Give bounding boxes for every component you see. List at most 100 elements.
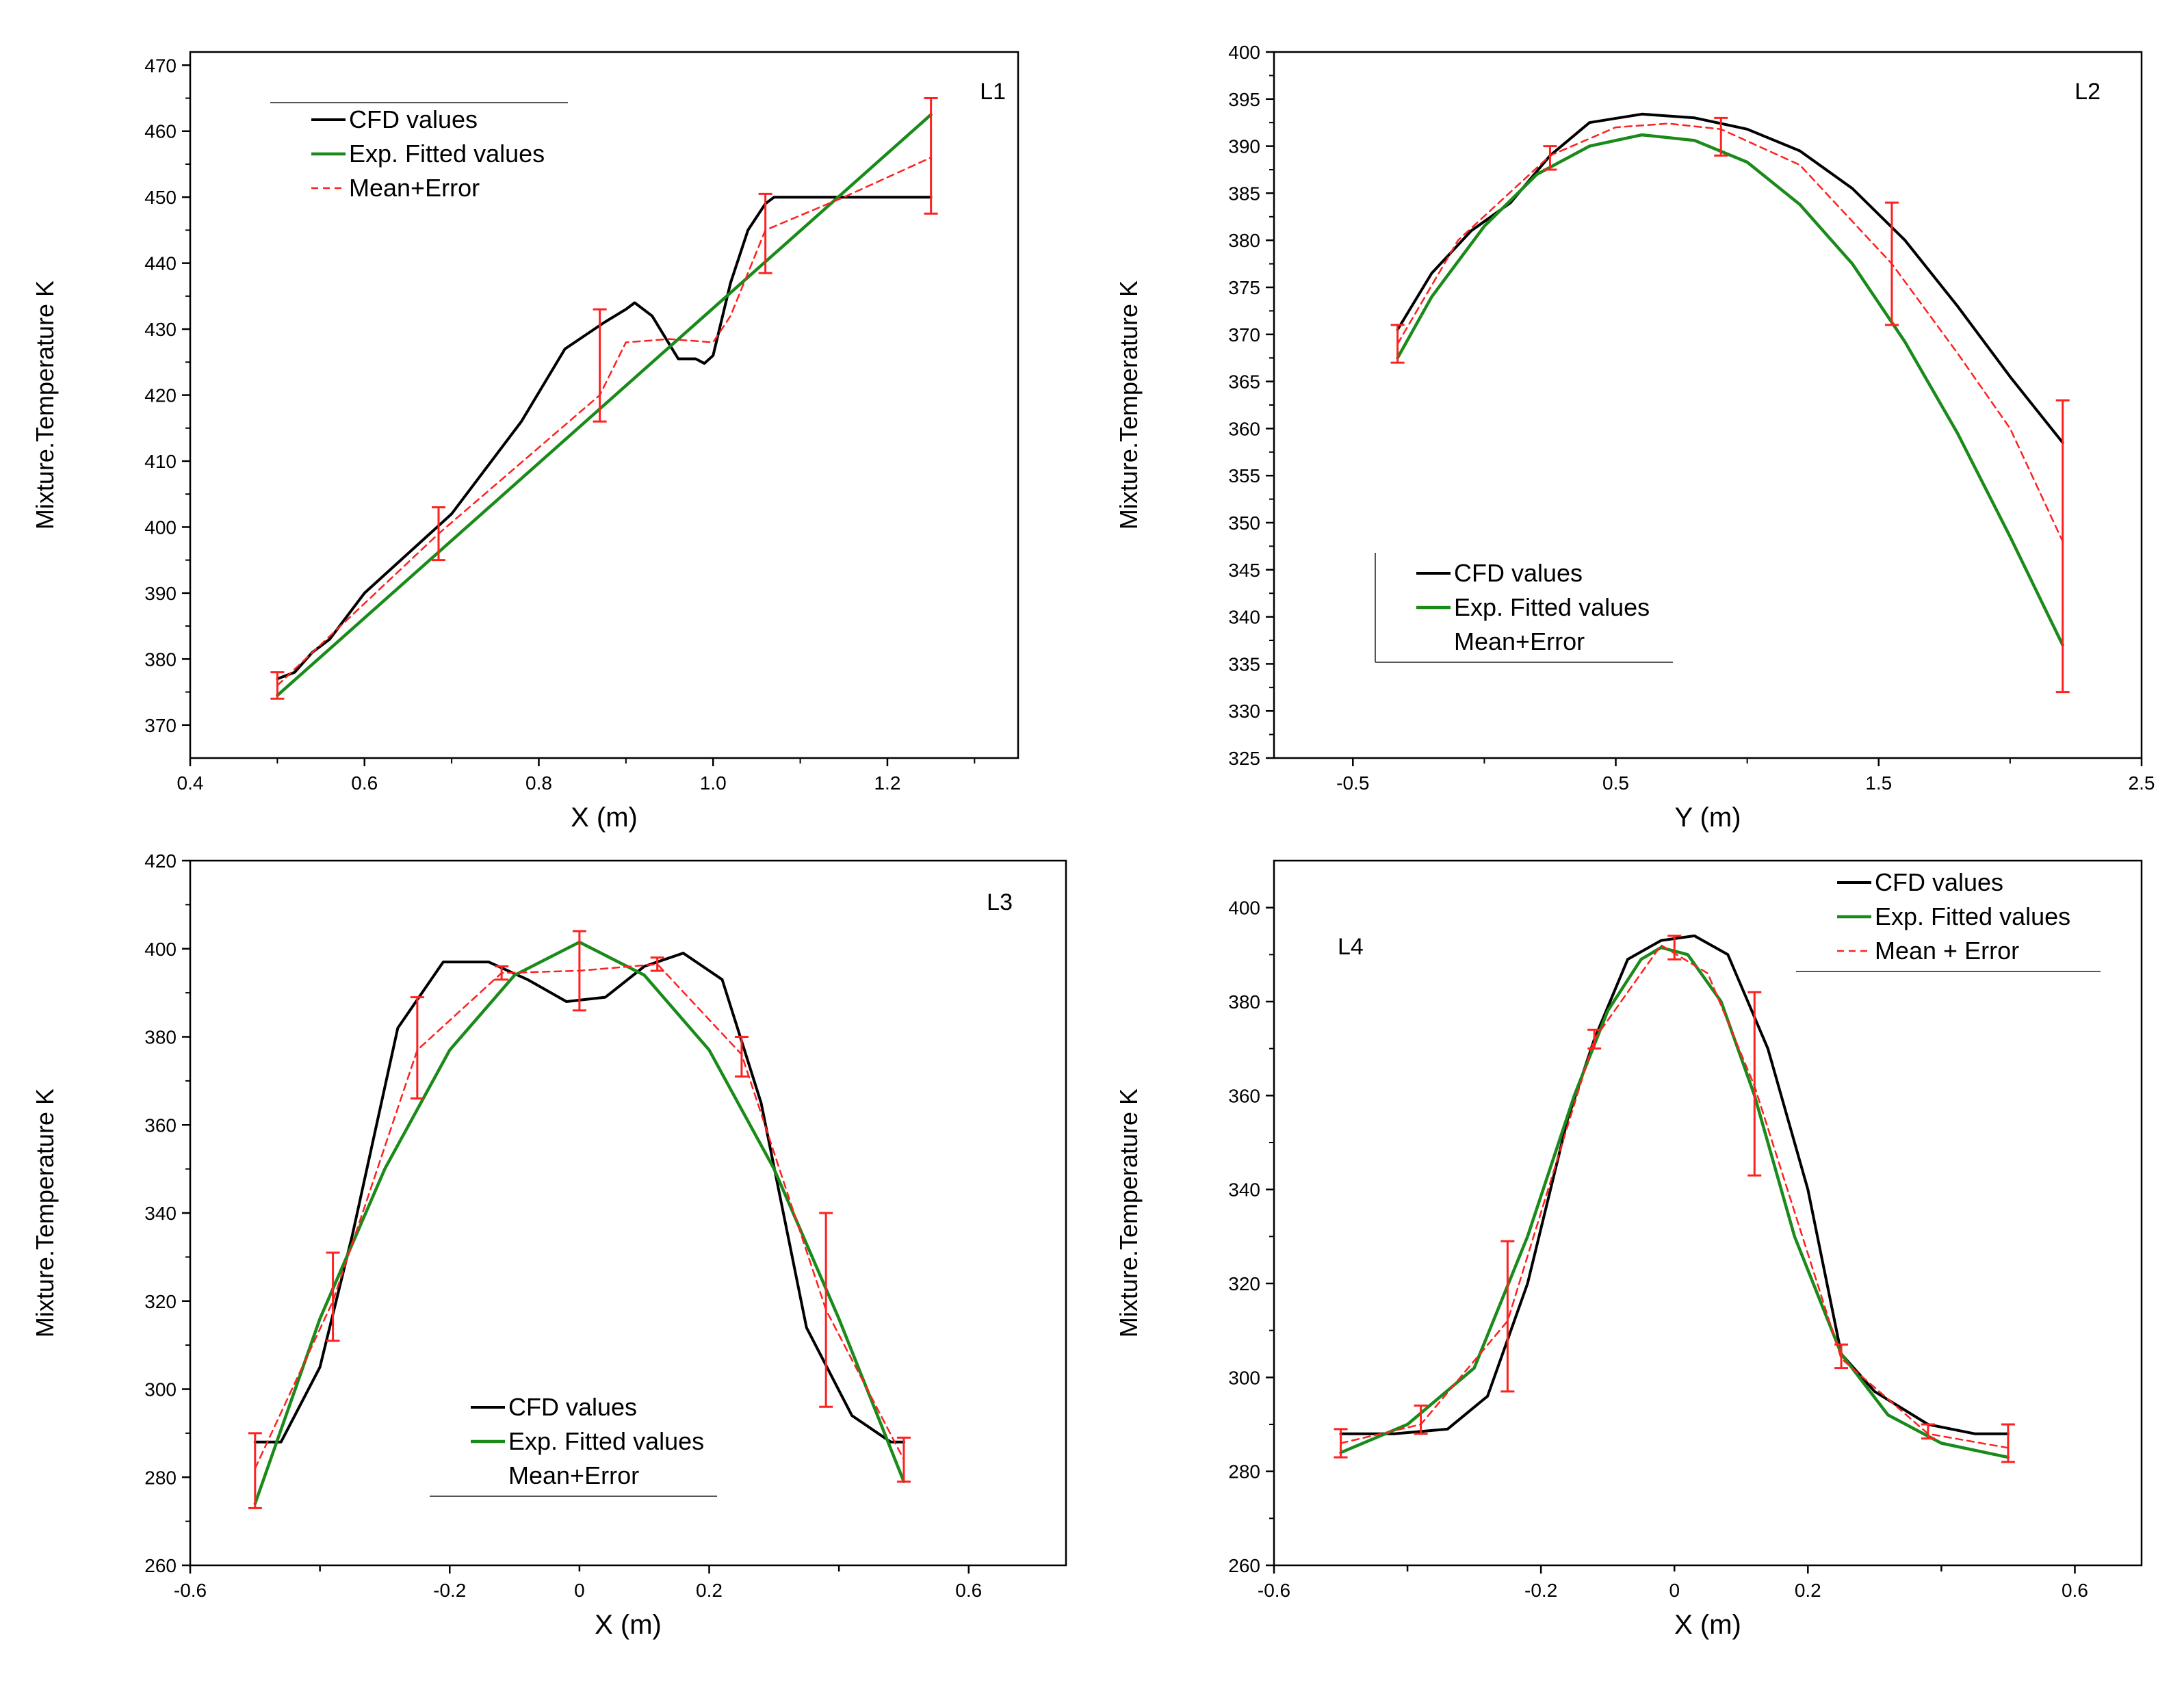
legend-label: Exp. Fitted values bbox=[1454, 593, 1650, 621]
legend-label: Mean+Error bbox=[349, 174, 480, 202]
y-tick-label: 420 bbox=[144, 850, 177, 872]
legend-item-exp: Exp. Fitted values bbox=[1837, 902, 2070, 930]
legend-item-exp: Exp. Fitted values bbox=[311, 140, 545, 168]
error-bar bbox=[593, 308, 607, 423]
legend: CFD values Exp. Fitted values Mean+Error bbox=[1375, 553, 1673, 663]
series-line-exp bbox=[1339, 945, 2010, 1459]
y-tick-label: 370 bbox=[144, 715, 177, 736]
legend-item-mean: Mean+Error bbox=[311, 174, 480, 202]
x-tick-label: 0.4 bbox=[177, 772, 204, 794]
error-bar bbox=[1390, 324, 1405, 364]
y-tick-label: 375 bbox=[1228, 277, 1260, 298]
error-bar bbox=[1834, 1343, 1849, 1370]
y-tick-label: 390 bbox=[1228, 136, 1260, 157]
legend-item-cfd: CFD values bbox=[1837, 868, 2003, 896]
error-bar bbox=[896, 1436, 911, 1483]
legend: CFD values Exp. Fitted values Mean+Error bbox=[430, 1393, 717, 1497]
y-tick-label: 355 bbox=[1228, 465, 1260, 486]
x-tick-label: 0.2 bbox=[1795, 1580, 1821, 1601]
error-bar bbox=[2001, 1423, 2015, 1463]
x-tick-label: 0.6 bbox=[2062, 1580, 2088, 1601]
panel-label: L3 bbox=[987, 889, 1013, 915]
panel-label: L4 bbox=[1338, 934, 1364, 960]
series-line-mean bbox=[1396, 122, 2064, 543]
legend-item-mean: Mean+Error bbox=[1454, 627, 1585, 655]
legend-label: Mean+Error bbox=[1454, 627, 1585, 655]
y-tick-label: 380 bbox=[144, 649, 177, 670]
legend-item-cfd: CFD values bbox=[311, 105, 478, 133]
y-axis-label: Mixture.Temperature K bbox=[1115, 280, 1143, 530]
y-tick-label: 300 bbox=[144, 1379, 177, 1400]
legend-label: Mean + Error bbox=[1875, 937, 2019, 965]
x-tick-label: 0 bbox=[1669, 1580, 1680, 1601]
y-tick-label: 300 bbox=[1228, 1367, 1260, 1388]
x-tick-label: 2.5 bbox=[2129, 772, 2155, 794]
error-bar bbox=[819, 1212, 833, 1408]
y-tick-label: 400 bbox=[1228, 898, 1260, 919]
plot-frame bbox=[189, 51, 1019, 759]
y-tick-label: 320 bbox=[144, 1291, 177, 1312]
y-tick-label: 395 bbox=[1228, 89, 1260, 110]
y-tick-label: 350 bbox=[1228, 512, 1260, 534]
error-bar bbox=[1884, 201, 1899, 326]
x-tick-label: -0.2 bbox=[1524, 1580, 1557, 1601]
y-axis-label: Mixture.Temperature K bbox=[31, 1088, 59, 1338]
series-line-cfd bbox=[1396, 112, 2064, 444]
y-tick-label: 400 bbox=[144, 517, 177, 538]
y-tick-label: 365 bbox=[1228, 371, 1260, 393]
y-tick-label: 280 bbox=[1228, 1461, 1260, 1483]
panel-label: L1 bbox=[980, 79, 1006, 105]
x-axis-label: X (m) bbox=[1674, 1610, 1741, 1640]
y-tick-label: 420 bbox=[144, 385, 177, 406]
y-tick-label: 380 bbox=[144, 1027, 177, 1048]
y-tick-label: 335 bbox=[1228, 653, 1260, 675]
x-tick-label: 0 bbox=[574, 1580, 585, 1601]
legend-label: CFD values bbox=[1875, 868, 2003, 896]
x-axis-label: Y (m) bbox=[1674, 803, 1741, 833]
x-tick-label: 1.2 bbox=[874, 772, 900, 794]
y-tick-label: 400 bbox=[144, 939, 177, 960]
legend-label: CFD values bbox=[1454, 559, 1583, 587]
x-tick-label: 1.5 bbox=[1865, 772, 1892, 794]
error-bar bbox=[1334, 1428, 1348, 1459]
y-tick-label: 340 bbox=[1228, 1179, 1260, 1201]
chart-panel-L3: 260 280 300 320 340 360 380 400 420 -0.6 -0.2 0.2 0.… bbox=[31, 850, 1067, 1640]
legend: CFD values Exp. Fitted values Mean + Error bbox=[1796, 868, 2101, 972]
x-tick-label: 0.8 bbox=[525, 772, 552, 794]
y-axis-label: Mixture.Temperature K bbox=[31, 280, 59, 530]
panel-label: L2 bbox=[2075, 79, 2101, 105]
legend-item-cfd: CFD values bbox=[1416, 559, 1583, 587]
error-bar bbox=[1543, 145, 1557, 171]
series-line-mean bbox=[1340, 944, 2010, 1449]
legend-item-exp: Exp. Fitted values bbox=[1416, 593, 1650, 621]
legend-item-mean: Mean+Error bbox=[508, 1461, 639, 1489]
legend-label: CFD values bbox=[508, 1393, 637, 1421]
chart-panel-L2: 325 330 335 340 345 350 355 360 365 370 375 380 385 3… bbox=[1115, 42, 2155, 833]
y-tick-label: 380 bbox=[1228, 230, 1260, 251]
error-bar bbox=[2055, 399, 2070, 694]
legend-item-cfd: CFD values bbox=[471, 1393, 637, 1421]
x-axis-label: X (m) bbox=[571, 803, 638, 833]
y-tick-label: 320 bbox=[1228, 1273, 1260, 1294]
legend-label: Exp. Fitted values bbox=[508, 1427, 704, 1455]
y-tick-label: 460 bbox=[144, 121, 177, 142]
error-bar bbox=[924, 97, 938, 215]
x-tick-label: -0.5 bbox=[1336, 772, 1369, 794]
x-tick-label: 0.6 bbox=[955, 1580, 982, 1601]
error-bar bbox=[1667, 935, 1682, 961]
error-bar bbox=[1921, 1423, 1935, 1440]
y-tick-label: 450 bbox=[144, 187, 177, 208]
series-line-cfd bbox=[1339, 934, 2010, 1435]
legend-label: Exp. Fitted values bbox=[349, 140, 545, 168]
error-bar bbox=[1714, 116, 1728, 157]
y-tick-label: 470 bbox=[144, 55, 177, 76]
legend-label: Exp. Fitted values bbox=[1875, 902, 2070, 930]
error-bar bbox=[432, 506, 445, 562]
x-tick-label: 0.2 bbox=[696, 1580, 723, 1601]
error-bar bbox=[650, 956, 664, 972]
series-line-cfd bbox=[253, 952, 905, 1444]
x-axis-label: X (m) bbox=[595, 1610, 662, 1640]
y-tick-label: 390 bbox=[144, 583, 177, 604]
y-tick-label: 430 bbox=[144, 319, 177, 340]
